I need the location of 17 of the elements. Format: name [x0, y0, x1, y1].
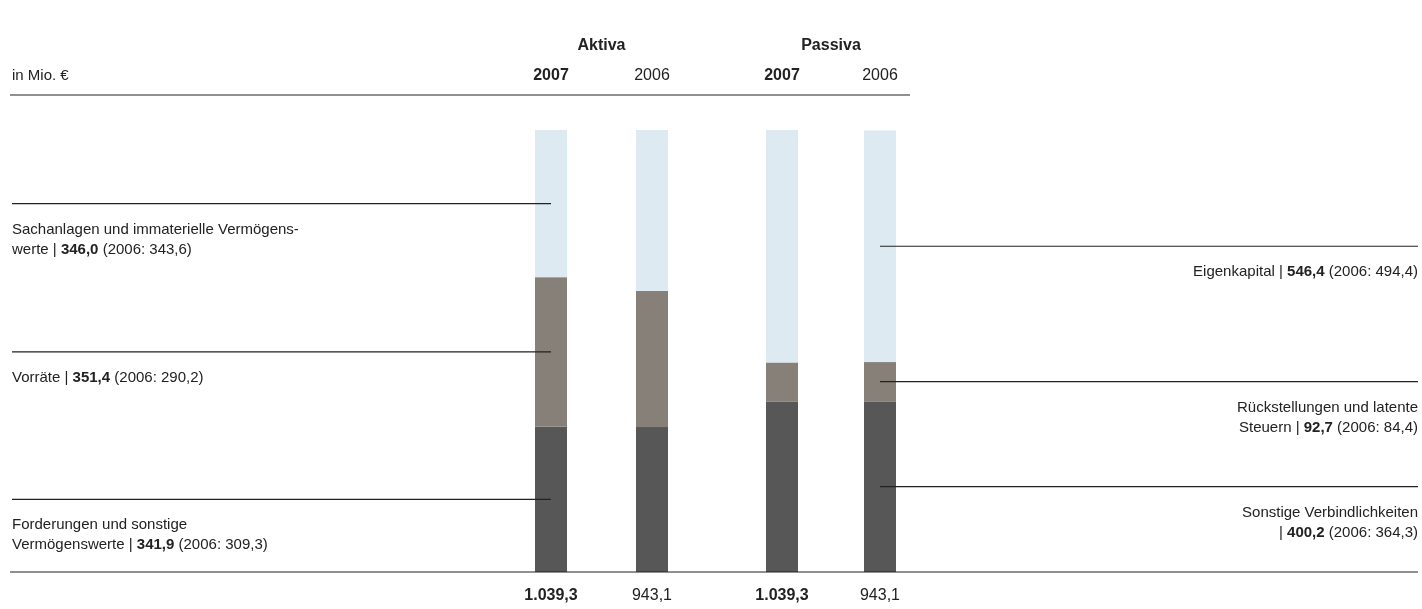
text: Aktiva: [577, 36, 626, 53]
text: 1.039,3: [524, 586, 578, 603]
text: in Mio. €: [12, 66, 70, 83]
x-tick-label: 2007: [764, 66, 800, 83]
text: 943,1: [631, 586, 673, 603]
text: Sonstige Verbindlichkeiten | 400,2 (2006: 364,3): [1242, 502, 1418, 540]
text: Vorräte | 351,4 (2006: 290,2): [12, 367, 204, 385]
x-tick-label: 2006: [634, 66, 670, 83]
text: Forderungen und sonstige Vermögenswerte | 341,9 (2006: 309,3): [12, 515, 268, 553]
text: Rückstellungen und latente Steuern | 92,7 (2006: 84,4): [1237, 397, 1418, 435]
text: 1.039,3: [755, 586, 809, 603]
x-tick-label: 2007: [533, 66, 569, 83]
x-tick-label: 2006: [862, 66, 898, 83]
text: 943,1: [859, 586, 901, 603]
text: Passiva: [801, 36, 861, 53]
text: Sachanlagen und immaterielle Vermögens- werte | 346,0 (2006: 343,6): [11, 219, 299, 257]
text: Eigenkapital | 546,4 (2006: 494,4): [1193, 262, 1418, 280]
